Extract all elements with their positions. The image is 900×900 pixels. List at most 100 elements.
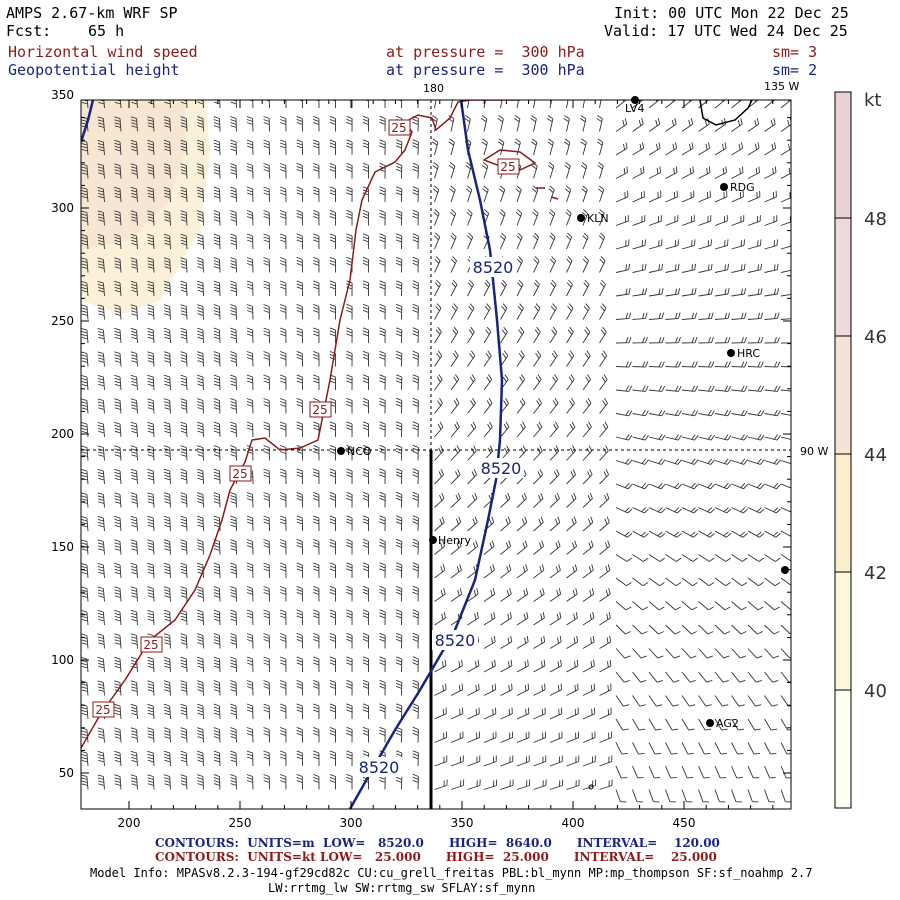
wind-barb xyxy=(97,633,105,649)
wind-barb xyxy=(180,186,188,203)
wind-barb xyxy=(449,185,456,203)
wind-barb xyxy=(632,434,649,441)
wind-barb xyxy=(279,656,287,673)
wind-barb xyxy=(549,374,559,391)
coastline xyxy=(699,100,753,126)
wind-barb xyxy=(313,632,320,649)
wind-barb xyxy=(296,162,303,179)
wind-barb xyxy=(246,656,254,673)
wind-barb xyxy=(582,303,590,320)
wind-barb xyxy=(648,142,661,156)
wind-barb xyxy=(615,100,627,109)
wind-barb xyxy=(566,683,579,696)
wind-barb xyxy=(296,491,303,508)
wind-barb xyxy=(395,585,403,602)
wind-barb xyxy=(632,361,649,368)
wind-barb xyxy=(97,586,105,602)
wind-barb xyxy=(230,186,237,203)
wind-barb xyxy=(81,398,89,414)
wind-barb xyxy=(681,554,699,562)
wind-barb xyxy=(747,765,760,779)
wind-barb xyxy=(467,100,470,109)
wind-barb xyxy=(246,609,254,626)
wind-barb xyxy=(566,588,578,602)
wind-barb xyxy=(549,421,559,438)
wind-barb xyxy=(213,703,221,720)
wind-barb xyxy=(395,303,403,320)
wind-barb xyxy=(533,256,540,273)
wind-barb xyxy=(147,233,155,250)
wind-barb xyxy=(632,142,645,156)
wind-barb xyxy=(747,190,761,203)
wind-barb xyxy=(263,727,270,743)
wind-barb xyxy=(665,718,679,731)
wind-barb xyxy=(632,671,647,683)
wind-barb xyxy=(246,515,254,532)
wind-barb xyxy=(379,280,386,297)
wind-barb xyxy=(780,765,791,779)
wind-barb xyxy=(331,100,336,108)
wind-barb xyxy=(230,727,237,743)
wind-barb xyxy=(147,609,155,626)
wind-barb xyxy=(412,750,419,767)
wind-barb xyxy=(362,280,370,297)
wind-barb xyxy=(648,765,661,779)
wind-barb xyxy=(197,304,204,320)
wind-barb xyxy=(230,421,237,438)
wind-barb xyxy=(731,530,748,538)
wind-barb xyxy=(163,327,171,344)
height-contour-label: 8520 xyxy=(481,459,522,478)
wind-barb xyxy=(549,588,562,602)
wind-barb xyxy=(780,648,791,659)
wind-barb xyxy=(230,750,237,767)
y-tick-label: 350 xyxy=(51,88,74,102)
wind-barb xyxy=(296,421,303,438)
wind-barb xyxy=(615,361,632,368)
wind-barb xyxy=(412,350,419,367)
wind-barb xyxy=(714,695,729,707)
wind-barb xyxy=(346,397,353,414)
colorbar: kt 40 42 44 46 48 xyxy=(834,90,887,809)
wind-barb xyxy=(296,115,303,132)
wind-barb xyxy=(698,482,715,490)
wind-barb xyxy=(81,727,89,743)
wind-barb xyxy=(698,336,714,344)
wind-barb xyxy=(450,256,458,273)
wind-barb xyxy=(665,215,679,226)
wind-barb xyxy=(566,540,578,555)
wind-barb xyxy=(615,530,633,538)
wind-barb xyxy=(114,421,122,438)
wind-barb xyxy=(648,336,665,344)
wind-barb xyxy=(397,100,403,109)
wind-barb xyxy=(698,312,714,320)
wind-barb xyxy=(279,727,287,743)
wind-barb xyxy=(565,232,573,250)
wind-barb xyxy=(714,361,731,368)
wind-barb xyxy=(395,562,403,579)
wind-barb xyxy=(213,633,221,649)
wind-barb xyxy=(329,327,336,343)
wind-barb xyxy=(296,468,303,485)
wind-barb xyxy=(197,374,204,391)
wind-barb xyxy=(163,680,171,696)
colorbar-segment-40 xyxy=(835,690,851,808)
wind-barb xyxy=(313,256,320,273)
wind-barb xyxy=(648,482,666,490)
wind-barb xyxy=(780,436,791,440)
wind-barb xyxy=(362,538,370,555)
wind-barb xyxy=(549,564,561,579)
wind-barb xyxy=(516,659,529,673)
wind-barb xyxy=(582,731,596,743)
field2-name: Geopotential height xyxy=(8,61,180,79)
wind-barb xyxy=(467,683,480,696)
wind-barb xyxy=(665,624,681,635)
wind-barb xyxy=(180,656,188,673)
wind-barb xyxy=(329,538,336,555)
wind-barb xyxy=(714,742,727,755)
wind-barb xyxy=(648,648,664,659)
wind-barb xyxy=(599,421,609,438)
wind-barb xyxy=(313,374,320,391)
wind-barb xyxy=(714,239,729,250)
wind-barb xyxy=(780,100,791,109)
wind-barb xyxy=(114,774,122,790)
